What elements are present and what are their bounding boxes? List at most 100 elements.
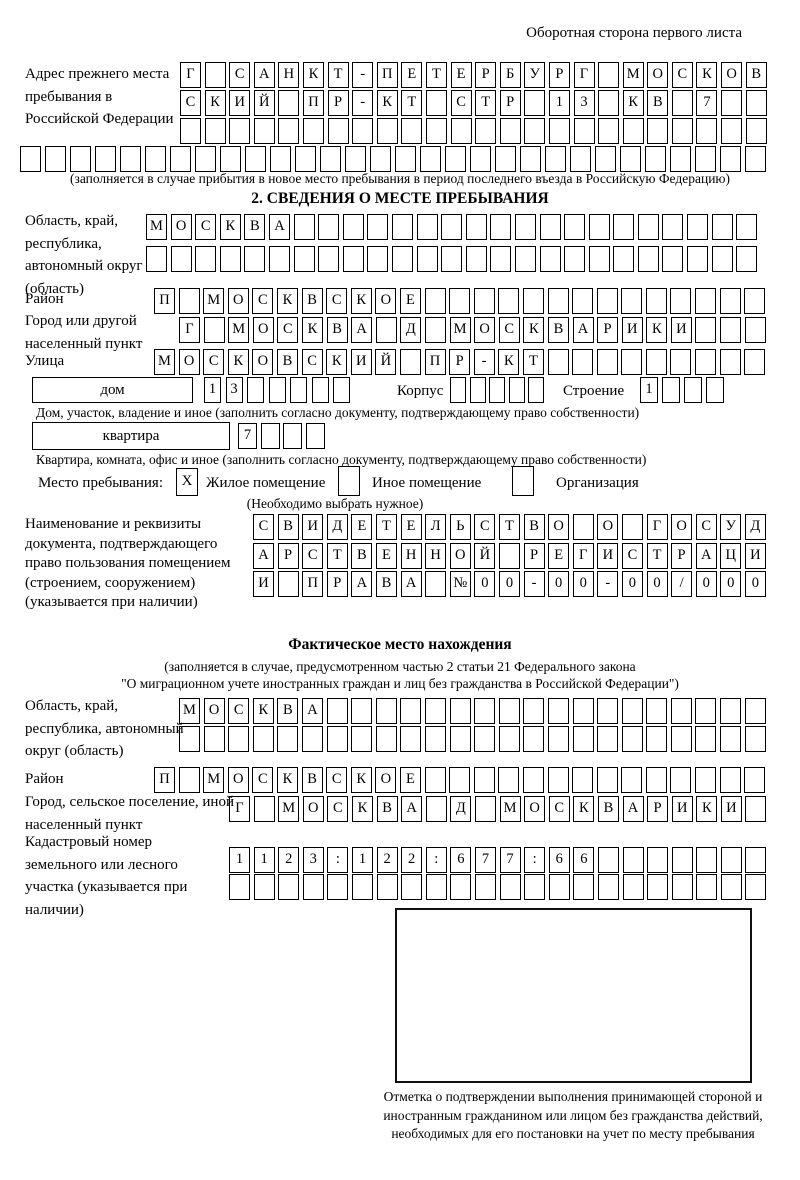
- char-cell[interactable]: К: [622, 90, 644, 116]
- char-cell[interactable]: [449, 726, 471, 752]
- char-cell[interactable]: [662, 246, 684, 272]
- char-cell[interactable]: [547, 698, 569, 724]
- char-cell[interactable]: [522, 288, 544, 314]
- char-cell[interactable]: [311, 377, 329, 403]
- char-cell[interactable]: А: [351, 317, 373, 343]
- char-cell[interactable]: Е: [548, 543, 570, 569]
- char-cell[interactable]: [474, 726, 496, 752]
- char-cell[interactable]: В: [597, 796, 619, 822]
- char-cell[interactable]: В: [276, 349, 298, 375]
- char-cell[interactable]: [449, 288, 471, 314]
- char-cell[interactable]: [441, 246, 463, 272]
- char-cell[interactable]: [498, 698, 520, 724]
- char-cell[interactable]: 2: [278, 847, 300, 873]
- char-cell[interactable]: К: [326, 349, 348, 375]
- char-cell[interactable]: 1: [548, 90, 570, 116]
- char-cell[interactable]: В: [326, 317, 348, 343]
- char-cell[interactable]: [229, 118, 251, 144]
- char-cell[interactable]: Р: [326, 571, 348, 597]
- char-cell[interactable]: Р: [597, 317, 619, 343]
- char-cell[interactable]: [278, 90, 300, 116]
- char-cell[interactable]: :: [327, 847, 349, 873]
- char-cell[interactable]: [146, 246, 167, 272]
- char-cell[interactable]: [524, 874, 546, 900]
- char-cell[interactable]: В: [647, 90, 669, 116]
- char-cell[interactable]: Е: [400, 514, 422, 540]
- char-cell[interactable]: 0: [695, 571, 717, 597]
- char-cell[interactable]: [720, 146, 741, 172]
- char-cell[interactable]: 7: [238, 423, 257, 449]
- char-cell[interactable]: [696, 874, 718, 900]
- char-cell[interactable]: [474, 874, 496, 900]
- char-cell[interactable]: [572, 698, 594, 724]
- char-cell[interactable]: [473, 288, 495, 314]
- char-cell[interactable]: Р: [523, 543, 545, 569]
- char-cell[interactable]: [522, 767, 544, 793]
- char-cell[interactable]: [695, 767, 717, 793]
- char-cell[interactable]: В: [277, 514, 299, 540]
- char-cell[interactable]: [253, 118, 275, 144]
- char-cell[interactable]: [508, 377, 525, 403]
- char-cell[interactable]: Е: [399, 288, 421, 314]
- char-cell[interactable]: [333, 377, 350, 403]
- char-cell[interactable]: [720, 317, 742, 343]
- char-cell[interactable]: С: [327, 796, 349, 822]
- char-cell[interactable]: [646, 698, 668, 724]
- char-cell[interactable]: С: [253, 514, 274, 540]
- char-cell[interactable]: [745, 847, 767, 873]
- char-cell[interactable]: [598, 62, 620, 88]
- char-cell[interactable]: [646, 726, 668, 752]
- char-cell[interactable]: Л: [425, 514, 447, 540]
- char-cell[interactable]: [596, 767, 618, 793]
- char-cell[interactable]: Т: [425, 62, 447, 88]
- char-cell[interactable]: [399, 349, 421, 375]
- char-cell[interactable]: И: [671, 796, 693, 822]
- char-cell[interactable]: [277, 571, 299, 597]
- char-cell[interactable]: [695, 698, 717, 724]
- char-cell[interactable]: [523, 726, 545, 752]
- char-cell[interactable]: [449, 698, 471, 724]
- char-cell[interactable]: [588, 214, 610, 240]
- char-cell[interactable]: С: [195, 214, 217, 240]
- char-cell[interactable]: К: [350, 767, 372, 793]
- char-cell[interactable]: У: [720, 514, 742, 540]
- char-cell[interactable]: [283, 423, 302, 449]
- char-cell[interactable]: [499, 118, 521, 144]
- char-cell[interactable]: :: [425, 847, 447, 873]
- char-cell[interactable]: С: [252, 767, 274, 793]
- char-cell[interactable]: [720, 698, 742, 724]
- char-cell[interactable]: [621, 698, 643, 724]
- char-cell[interactable]: Д: [744, 514, 766, 540]
- char-cell[interactable]: А: [695, 543, 717, 569]
- char-cell[interactable]: [670, 698, 692, 724]
- char-cell[interactable]: С: [203, 349, 225, 375]
- char-cell[interactable]: И: [302, 514, 324, 540]
- char-cell[interactable]: [204, 118, 226, 144]
- char-cell[interactable]: [290, 377, 307, 403]
- char-cell[interactable]: [400, 726, 422, 752]
- char-cell[interactable]: О: [671, 514, 693, 540]
- char-cell[interactable]: В: [376, 796, 398, 822]
- char-cell[interactable]: Й: [474, 543, 496, 569]
- char-cell[interactable]: [572, 767, 594, 793]
- char-cell[interactable]: [416, 246, 438, 272]
- char-cell[interactable]: [370, 146, 391, 172]
- char-cell[interactable]: 1: [351, 847, 373, 873]
- char-cell[interactable]: [720, 726, 742, 752]
- char-cell[interactable]: К: [276, 767, 298, 793]
- char-cell[interactable]: Г: [572, 543, 594, 569]
- char-cell[interactable]: В: [351, 543, 373, 569]
- char-cell[interactable]: [425, 118, 447, 144]
- char-cell[interactable]: Т: [401, 90, 423, 116]
- char-cell[interactable]: [490, 214, 512, 240]
- char-cell[interactable]: [720, 874, 742, 900]
- char-cell[interactable]: [695, 288, 717, 314]
- char-cell[interactable]: [647, 874, 669, 900]
- char-cell[interactable]: [469, 377, 486, 403]
- char-cell[interactable]: С: [277, 317, 299, 343]
- char-cell[interactable]: [425, 571, 447, 597]
- char-cell[interactable]: 3: [225, 377, 243, 403]
- char-cell[interactable]: А: [401, 796, 423, 822]
